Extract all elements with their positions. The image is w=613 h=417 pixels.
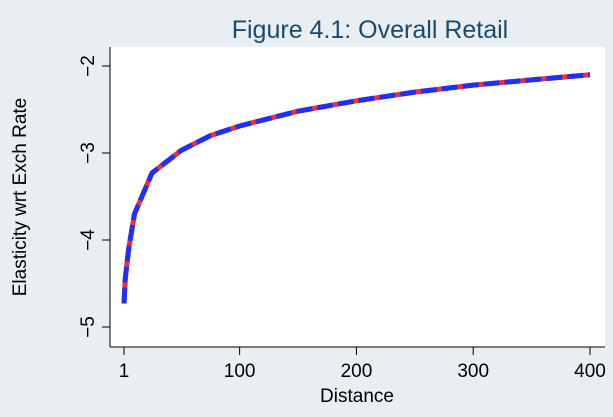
x-ticks: 1 100 200 300 400: [119, 347, 606, 382]
x-tick-label: 200: [341, 361, 373, 382]
x-tick-label: 1: [119, 361, 130, 382]
x-tick-label: 100: [224, 361, 256, 382]
series-line-2: [121, 72, 591, 304]
x-tick-label: 300: [457, 361, 489, 382]
x-tick-label: 400: [574, 361, 606, 382]
x-axis-label: Distance: [320, 386, 394, 407]
y-ticks: −5 −4 −3 −2: [78, 55, 110, 338]
plot-area: [110, 47, 605, 347]
series-group: [121, 72, 591, 304]
y-tick-label: −5: [78, 316, 99, 338]
y-axis-label: Elasticity wrt Exch Rate: [10, 98, 31, 297]
y-tick-label: −4: [78, 229, 99, 251]
y-tick-label: −2: [78, 55, 99, 77]
chart-title: Figure 4.1: Overall Retail: [232, 16, 509, 44]
y-tick-label: −3: [78, 142, 99, 164]
